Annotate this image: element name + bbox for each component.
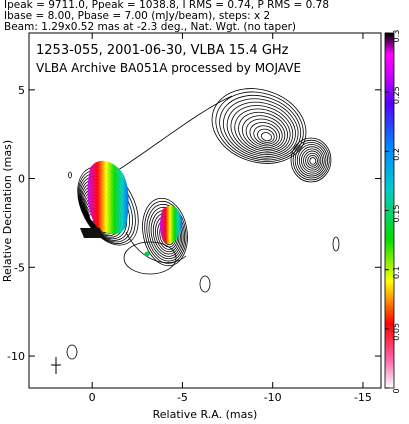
y-tick-label: -5: [14, 261, 25, 274]
x-tick-label: -5: [177, 391, 188, 404]
contour-line: [146, 203, 186, 262]
contour-line: [309, 157, 317, 165]
contour-line: [215, 91, 304, 162]
contour-line: [296, 144, 327, 177]
header-line-2: Ibase = 8.00, Pbase = 7.00 (mJy/beam), s…: [4, 10, 271, 22]
contour-line: [199, 275, 211, 293]
plot-frame: [28, 32, 382, 389]
colorbar-tick-label: 0.05: [392, 323, 401, 341]
contour-line: [68, 171, 72, 179]
header-line-1: Ipeak = 9711.0, Ppeak = 1038.8, I RMS = …: [4, 0, 330, 11]
colorbar-tick-label: 0.3: [392, 30, 401, 43]
contour-line: [211, 88, 307, 164]
polarization-color-map: [80, 160, 183, 257]
colorbar-tick-label: 0.15: [392, 205, 401, 223]
colorbar-tick-label: 0.25: [392, 86, 401, 104]
contour-line: [260, 132, 273, 142]
x-tick-label: -10: [264, 391, 282, 404]
x-tick-label: 0: [89, 391, 96, 404]
contour-line: [226, 101, 296, 157]
contour-line: [123, 241, 177, 275]
contour-line: [253, 125, 278, 145]
colorbar-tick-label: 0.1: [392, 266, 401, 279]
contour-line: [230, 105, 294, 156]
y-tick-label: 0: [18, 173, 25, 186]
contour-line: [241, 115, 286, 150]
x-tick-label: -15: [354, 391, 372, 404]
contour-line: [117, 95, 233, 264]
contour-line: [222, 98, 299, 159]
plot-subtitle: VLBA Archive BA051A processed by MOJAVE: [36, 61, 301, 75]
contour-line: [292, 139, 330, 181]
contour-line: [305, 152, 320, 169]
contour-line: [249, 122, 280, 147]
contour-line: [332, 236, 340, 252]
y-tick-label: 5: [18, 84, 25, 97]
y-tick-label: -10: [7, 350, 25, 363]
beam-marker: [51, 357, 61, 374]
contour-line: [219, 95, 302, 161]
plot-title: 1253-055, 2001-06-30, VLBA 15.4 GHz: [36, 43, 289, 58]
contour-line: [66, 344, 78, 360]
header-line-3: Beam: 1.29x0.52 mas at -2.3 deg., Nat. W…: [4, 21, 297, 33]
contour-line: [245, 118, 283, 149]
contour-line: [144, 200, 187, 264]
contour-line: [307, 155, 318, 167]
contour-line: [238, 111, 288, 152]
contour-line: [303, 150, 322, 171]
contour-line: [290, 137, 332, 183]
x-axis-label: Relative R.A. (mas): [153, 408, 258, 421]
colorbar-tick-label: 0: [392, 388, 401, 393]
colorbar-ticks: 0.3 0.25 0.2 0.15 0.1 0.05 0: [385, 30, 401, 394]
y-axis-label: Relative Decination (mas): [1, 140, 14, 282]
contour-line: [294, 141, 329, 179]
contour-line: [257, 128, 275, 143]
contour-line: [298, 146, 325, 175]
contour-line: [148, 206, 184, 260]
contour-line: [234, 108, 291, 154]
colorbar-tick-label: 0.2: [392, 148, 401, 161]
contour-line: [301, 148, 323, 173]
axis-ticks: 0 -5 -10 -15 5 0 -5 -10: [7, 33, 381, 404]
contour-line: [142, 197, 188, 267]
